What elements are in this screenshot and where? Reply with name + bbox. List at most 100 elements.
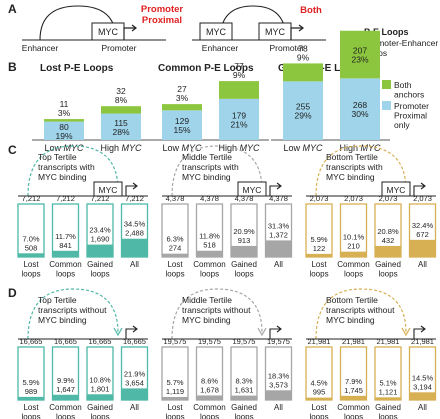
panel-c-bar-count: 432: [382, 236, 395, 245]
panel-c-bar-fill: [231, 245, 257, 257]
panel-c-bar-total: 4,378: [200, 194, 219, 203]
panel-b-value-top: 11: [60, 99, 69, 109]
panel-d-bar-pct: 7.9%: [345, 377, 362, 386]
panel-d-bar-fill: [196, 395, 223, 400]
panel-c-bar-fill: [87, 244, 113, 257]
panel-c-bar-label: loops: [200, 270, 219, 279]
panel-d-bar-count: 995: [313, 388, 326, 397]
panel-b-bar-promoter-only: [219, 98, 259, 140]
panel-b-bar-promoter-only: [283, 81, 323, 140]
panel-d-bar-label: loops: [21, 413, 40, 419]
panel-c-bar-label: Lost: [167, 260, 183, 269]
panel-d-bar-fill: [231, 395, 257, 400]
panel-c-bar-pct: 32.4%: [412, 221, 434, 230]
panel-b-value-top: 78: [298, 43, 308, 53]
panel-c-bar-total: 4,378: [235, 194, 254, 203]
panel-d-bar-label: loops: [234, 413, 253, 419]
panel-d-bar-fill: [18, 396, 44, 400]
panel-c-group-title: transcripts with: [38, 162, 95, 172]
panel-c-bar-label: loops: [21, 270, 40, 279]
panel-c-myc-label: MYC: [99, 185, 118, 195]
panel-c-group-title: transcripts with: [182, 162, 239, 172]
panel-d-bar-label: loops: [200, 413, 219, 419]
panel-c-myc-box: [381, 181, 411, 197]
panel-d-bar-fill: [306, 397, 332, 400]
panel-d-bar-outline: [339, 346, 368, 401]
panel-b-pct-bottom: 21%: [230, 119, 247, 129]
panel-c-group-title: Middle Tertile: [182, 152, 232, 162]
panel-d-bar-count: 1,631: [235, 386, 254, 395]
panel-d-arc-head: [257, 327, 267, 337]
panel-d-bar-pct: 8.6%: [201, 376, 218, 385]
panel-b-bar-both-anchors: [340, 30, 380, 79]
panel-d-group-title: MYC binding: [38, 315, 87, 325]
panel-c-promoter-arrow-head: [276, 182, 282, 190]
panel-d-bar-total: 16,665: [123, 337, 146, 346]
panel-d-bar-outline: [17, 346, 45, 401]
panel-c-bar-outline: [305, 203, 333, 258]
panel-c-bar-fill: [409, 239, 436, 257]
panel-b-xlabel: Low MYC: [44, 143, 84, 153]
panel-d-bar-label: All: [130, 403, 139, 412]
panel-d-bar-total: 19,575: [233, 337, 256, 346]
panel-c-bar-count: 841: [59, 241, 72, 250]
panel-b-pct-bottom: 19%: [55, 131, 72, 141]
panel-b-legend-label-1: Proximal: [394, 111, 427, 121]
panel-c-bar-label: loops: [56, 270, 75, 279]
panel-c-bar-count: 1,372: [269, 230, 288, 239]
panel-d-bar-count: 3,194: [413, 382, 432, 391]
panel-c-bar-label: Gained: [87, 260, 113, 269]
panel-c-bar-fill: [265, 240, 292, 257]
panel-c-bar-pct: 5.9%: [310, 235, 327, 244]
panel-c-bar-count: 508: [25, 243, 38, 252]
panel-c-bar-label: loops: [234, 270, 253, 279]
panel-c-bar-label: Gained: [375, 260, 401, 269]
panel-b-value-bottom: 115: [114, 118, 128, 128]
panel-c-bar-total: 7,212: [125, 194, 144, 203]
panel-b-bar-both-anchors: [44, 119, 84, 122]
panel-d-group-title: transcripts without: [38, 305, 107, 315]
panel-c-bar-total: 2,073: [310, 194, 329, 203]
panel-d-group-title: MYC binding: [182, 315, 231, 325]
panel-d-bar-pct: 14.5%: [412, 373, 434, 382]
panel-b-pct-bottom: 30%: [351, 109, 368, 119]
panel-c-bar-label: All: [418, 260, 427, 269]
panel-d-loop-arc: [315, 288, 407, 340]
panel-c-group-title: MYC binding: [182, 172, 231, 182]
panel-d-bar-label: loops: [309, 413, 328, 419]
diagram-a1-title-line2: Proximal: [142, 15, 182, 26]
panel-b-bar-both-anchors: [162, 104, 202, 111]
panel-c-bar-label: Lost: [23, 260, 39, 269]
panel-c-bar-label: All: [130, 260, 139, 269]
panel-d-bar-fill: [121, 388, 148, 400]
panel-b-xlabel: Low MYC: [283, 143, 323, 153]
panel-d-bar-count: 1,121: [379, 387, 398, 396]
panel-c-bar-fill: [196, 250, 223, 257]
panel-b-pct-bottom: 15%: [173, 125, 190, 135]
panel-b-pct-top: 9%: [297, 52, 310, 62]
panel-b-legend-label-0: anchors: [394, 90, 424, 100]
panel-c-bar-pct: 6.3%: [166, 235, 183, 244]
panel-b-legend-label-0: Both: [394, 80, 412, 90]
diagram-a1-promoter-label: Promoter: [102, 43, 137, 53]
panel-c-bar-label: loops: [378, 270, 397, 279]
panel-d-bar-count: 1,647: [56, 385, 75, 394]
panel-d-bar-label: loops: [56, 413, 75, 419]
legend-pe-loops-title: P-E Loops: [364, 27, 409, 37]
panel-d-bar-label: loops: [378, 413, 397, 419]
panel-d-bar-total: 21,981: [308, 337, 331, 346]
panel-d-bar-count: 1,745: [344, 386, 363, 395]
legend-pe-loops-sub1: Promoter-Enhancer: [364, 38, 438, 48]
panel-d-bar-outline: [374, 346, 402, 401]
diagram-a2-myc-label-right: MYC: [265, 27, 286, 37]
panel-c-bar-label: loops: [90, 270, 109, 279]
panel-d-bar-total: 19,575: [198, 337, 221, 346]
panel-c-bar-outline: [51, 203, 80, 258]
panel-b-legend-swatch-0: [382, 80, 391, 89]
panel-c-group-title: MYC binding: [326, 172, 375, 182]
diagram-a2-myc-box-left: [199, 22, 233, 41]
panel-c-bar-pct: 20.9%: [233, 227, 255, 236]
panel-b-value-bottom: 268: [353, 100, 367, 110]
panel-d-bar-label: Lost: [311, 403, 327, 412]
